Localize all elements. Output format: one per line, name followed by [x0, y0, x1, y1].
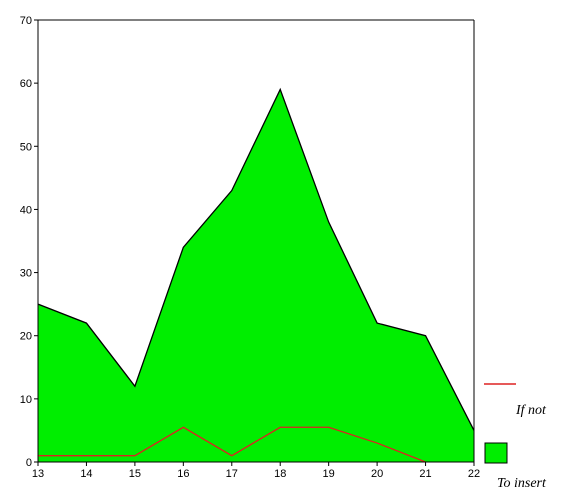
- x-tick-label-14: 14: [80, 468, 92, 480]
- y-tick-label-20: 20: [20, 331, 32, 343]
- legend-label-to-insert: To insert: [497, 476, 547, 488]
- x-tick-label-22: 22: [468, 468, 480, 480]
- y-tick-label-30: 30: [20, 268, 32, 280]
- axes-layer: 0 10 20 30 40 50 60 70 13 14 15 16 17 18 19 20 21 22: [20, 15, 480, 480]
- x-tick-label-17: 17: [226, 468, 238, 480]
- area-series-layer: [37, 87, 475, 462]
- y-tick-label-10: 10: [20, 394, 32, 406]
- x-tick-label-21: 21: [419, 468, 431, 480]
- x-tick-label-20: 20: [371, 468, 383, 480]
- legend-area-swatch: [484, 442, 508, 464]
- plot-frame-layer: [38, 19, 475, 462]
- y-tick-label-70: 70: [20, 15, 32, 27]
- x-tick-label-16: 16: [177, 468, 189, 480]
- x-tick-label-15: 15: [129, 468, 141, 480]
- area-fill-to-insert: [38, 89, 474, 462]
- y-tick-label-40: 40: [20, 204, 32, 216]
- x-tick-label-13: 13: [32, 468, 44, 480]
- line-series-layer: [38, 426, 426, 463]
- area-outline-to-insert: [37, 87, 475, 431]
- legend: If not To insert: [484, 383, 547, 488]
- legend-label-if-not: If not: [515, 403, 547, 418]
- line-if-not: [38, 426, 426, 463]
- y-tick-label-0: 0: [26, 457, 32, 469]
- y-tick-label-60: 60: [20, 78, 32, 90]
- y-tick-label-50: 50: [20, 141, 32, 153]
- x-tick-label-18: 18: [274, 468, 286, 480]
- x-tick-label-19: 19: [323, 468, 335, 480]
